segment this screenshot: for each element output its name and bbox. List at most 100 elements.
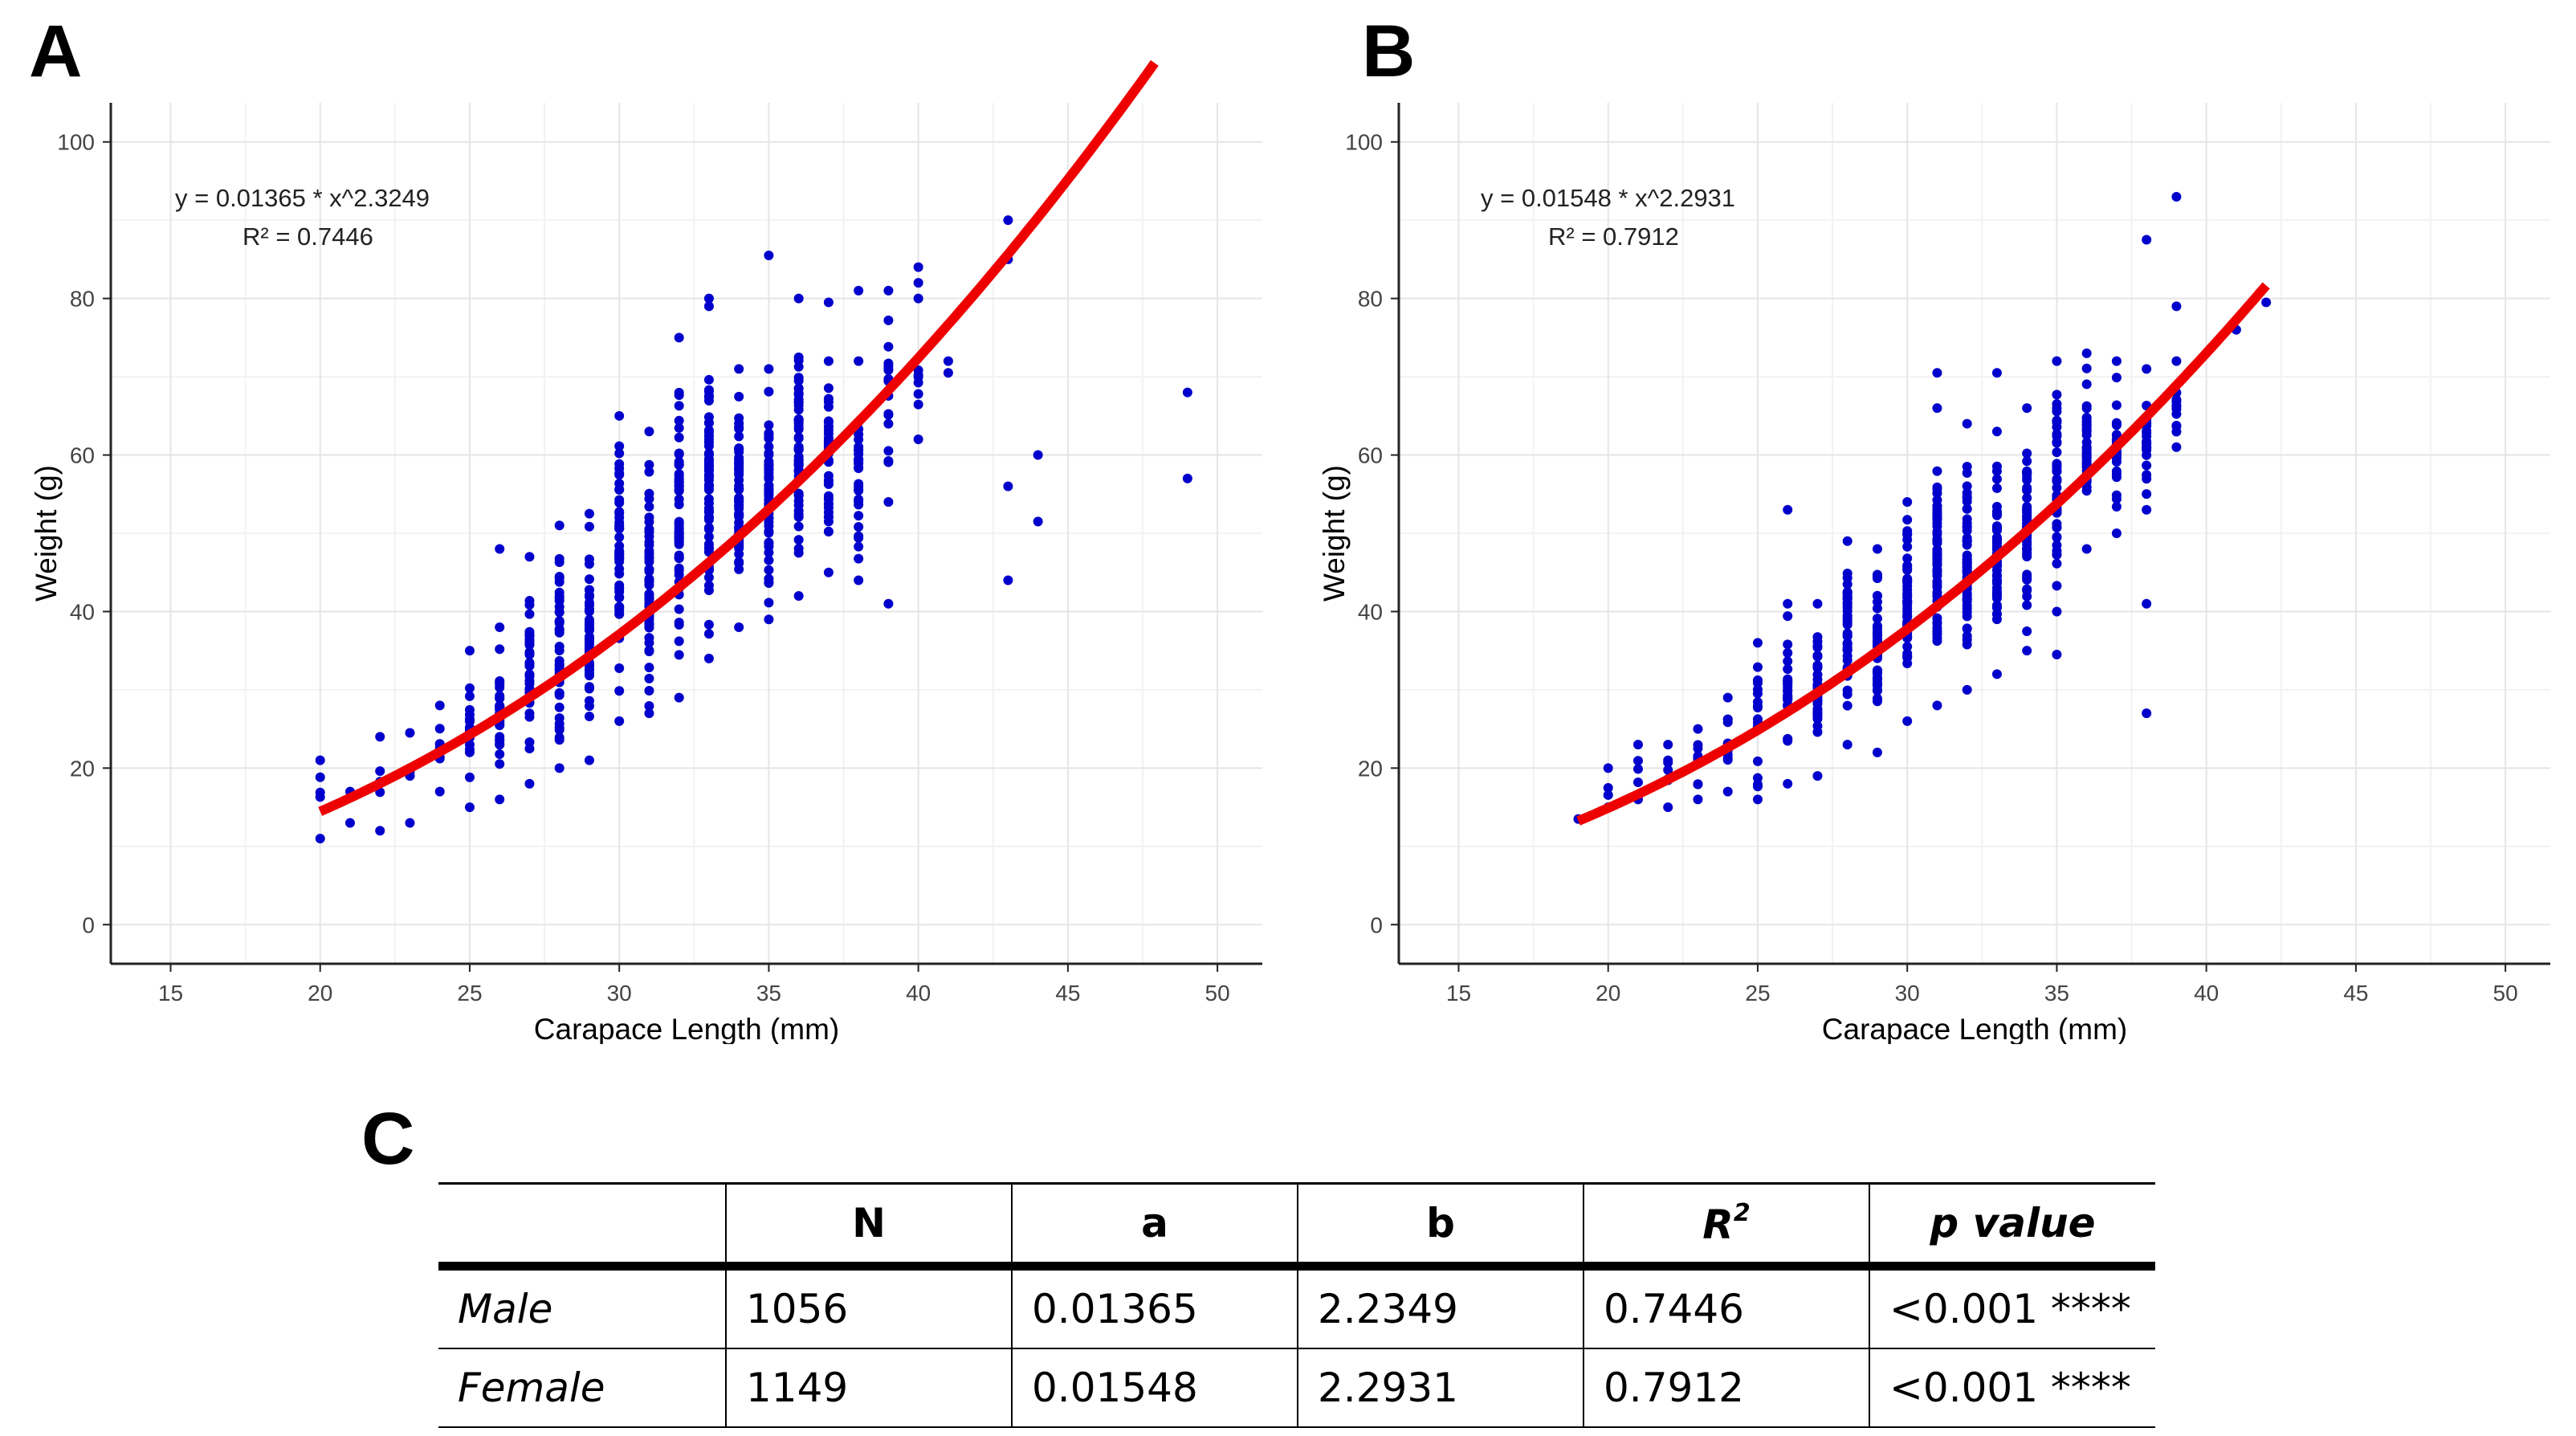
data-point	[674, 387, 684, 398]
data-point	[2052, 356, 2062, 366]
data-point	[1932, 588, 1942, 598]
data-point	[2142, 450, 2152, 460]
data-point	[464, 745, 475, 755]
data-point	[1932, 636, 1942, 647]
data-point	[344, 818, 355, 828]
data-point	[913, 262, 923, 272]
data-point	[674, 415, 684, 426]
data-point	[854, 531, 864, 541]
data-point	[524, 650, 535, 660]
data-point	[1962, 504, 1972, 514]
data-point	[703, 573, 714, 583]
data-point	[614, 463, 625, 474]
data-point	[2022, 600, 2032, 610]
data-point	[1991, 524, 2002, 534]
data-point	[2171, 301, 2182, 312]
data-point	[883, 497, 894, 508]
data-point	[674, 569, 684, 580]
data-point	[1663, 755, 1673, 765]
data-point	[315, 755, 325, 765]
cell-n: 1056	[725, 1266, 1012, 1349]
data-point	[644, 565, 654, 575]
data-point	[1932, 576, 1942, 586]
data-point	[1842, 619, 1853, 630]
data-point	[674, 692, 684, 703]
data-point	[2142, 489, 2152, 500]
data-point	[584, 712, 594, 722]
data-point	[764, 456, 774, 467]
data-point	[764, 598, 774, 608]
y-tick-label: 80	[70, 287, 95, 312]
y-tick-label: 20	[70, 756, 95, 781]
data-point	[2022, 591, 2032, 602]
data-point	[1722, 786, 1733, 797]
data-point	[674, 636, 684, 647]
data-point	[1962, 532, 1972, 543]
data-point	[1632, 740, 1643, 750]
data-point	[764, 364, 774, 374]
data-point	[2081, 379, 2092, 390]
data-point	[644, 488, 654, 499]
data-point	[854, 494, 864, 504]
data-point	[1962, 467, 1972, 478]
data-point	[644, 673, 654, 683]
data-point	[614, 716, 625, 726]
data-point	[495, 732, 505, 742]
data-point	[883, 341, 894, 352]
data-point	[2142, 504, 2152, 515]
data-point	[1752, 773, 1763, 783]
data-point	[495, 749, 505, 760]
x-tick-label: 40	[2194, 981, 2219, 1006]
data-point	[2022, 512, 2032, 523]
data-point	[584, 683, 594, 694]
data-point	[495, 691, 505, 701]
data-point	[2171, 394, 2182, 405]
data-point	[2052, 429, 2062, 439]
data-point	[1603, 763, 1613, 773]
data-point	[1932, 488, 1942, 499]
data-point	[584, 632, 594, 643]
data-point	[524, 609, 535, 619]
data-point	[2081, 482, 2092, 492]
table-row-male: Male 1056 0.01365 2.2349 0.7446 <0.001 *…	[438, 1266, 2155, 1349]
data-point	[614, 410, 625, 421]
panel-label-a: A	[29, 10, 83, 92]
data-point	[1783, 664, 1793, 675]
data-point	[644, 700, 654, 711]
cell-sex: Female	[438, 1348, 726, 1428]
data-point	[464, 772, 475, 782]
cell-p-value: <0.001 ****	[1869, 1266, 2155, 1349]
data-point	[2022, 646, 2032, 656]
data-point	[943, 356, 953, 366]
data-point	[644, 527, 654, 537]
data-point	[823, 507, 834, 517]
data-point	[854, 356, 864, 366]
data-point	[1842, 628, 1853, 638]
data-point	[2052, 467, 2062, 477]
data-point	[2171, 426, 2182, 437]
data-point	[1962, 514, 1972, 524]
data-point	[734, 475, 744, 485]
data-point	[495, 644, 505, 655]
data-point	[2171, 404, 2182, 414]
data-point	[734, 413, 744, 423]
data-point	[2022, 626, 2032, 637]
data-point	[793, 390, 804, 400]
data-point	[1182, 387, 1192, 398]
header-r2: R2	[1583, 1182, 1869, 1267]
data-point	[1962, 634, 1972, 645]
data-point	[854, 575, 864, 585]
data-point	[554, 655, 565, 666]
data-point	[854, 541, 864, 552]
data-point	[703, 454, 714, 464]
data-point	[943, 368, 953, 378]
chart-a-y-axis-label: Weight (g)	[30, 465, 63, 602]
data-point	[1872, 629, 1882, 639]
data-point	[674, 650, 684, 660]
data-point	[2052, 398, 2062, 409]
data-point	[1872, 570, 1882, 581]
data-point	[1991, 539, 2002, 549]
data-point	[644, 638, 654, 648]
data-point	[854, 479, 864, 489]
data-point	[823, 356, 834, 366]
